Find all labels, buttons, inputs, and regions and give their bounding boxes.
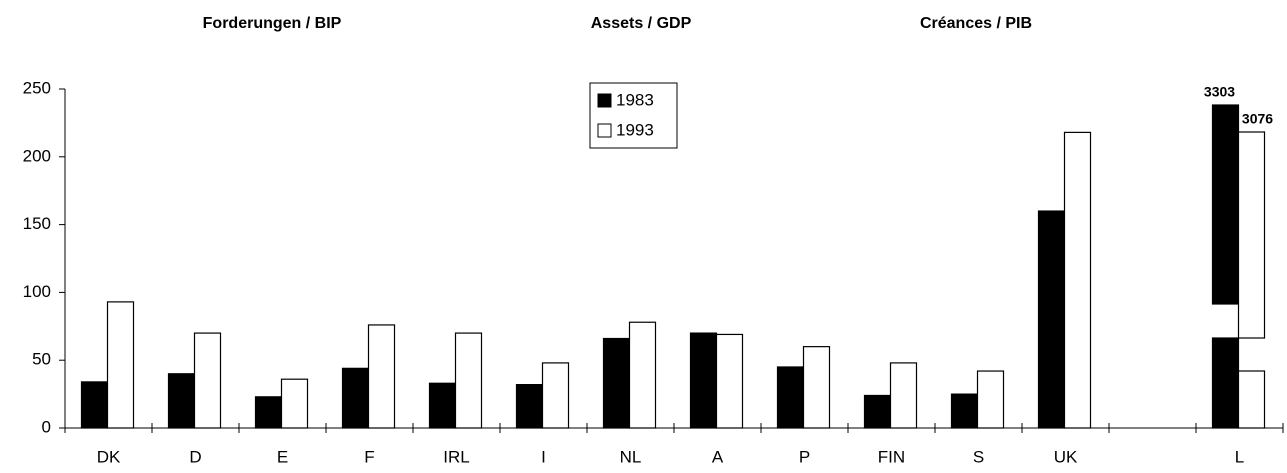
bar — [515, 384, 544, 429]
chart-title: Créances / PIB — [920, 15, 1032, 32]
y-tick-label: 0 — [42, 417, 51, 436]
bar — [1237, 370, 1266, 429]
legend-label: 1983 — [616, 90, 654, 109]
y-tick-label: 150 — [23, 214, 51, 233]
bar — [254, 396, 283, 429]
y-tick-label: 50 — [32, 350, 51, 369]
x-tick-label: DK — [97, 447, 121, 466]
bar — [454, 332, 483, 429]
bar — [889, 362, 918, 429]
chart-title: Forderungen / BIP — [203, 15, 342, 32]
chart-title: Assets / GDP — [591, 15, 692, 32]
x-tick-label: IRL — [443, 447, 469, 466]
x-tick-label: L — [1235, 447, 1244, 466]
bar — [106, 301, 135, 429]
bar — [1037, 210, 1066, 429]
bar — [689, 332, 718, 429]
bar — [428, 382, 457, 429]
bar — [541, 362, 570, 429]
x-tick-label: I — [541, 447, 546, 466]
value-label: 3076 — [1242, 111, 1273, 127]
bar — [80, 381, 109, 429]
bar — [976, 370, 1005, 429]
x-tick-label: A — [712, 447, 724, 466]
x-tick-label: S — [973, 447, 984, 466]
y-tick-label: 200 — [23, 146, 51, 165]
bar — [167, 373, 196, 429]
bar — [628, 321, 657, 429]
bar — [802, 346, 831, 429]
bar — [776, 366, 805, 429]
bar — [1063, 131, 1092, 429]
bar — [602, 337, 631, 429]
x-tick-label: E — [277, 447, 288, 466]
bar — [193, 332, 222, 429]
bar — [367, 324, 396, 429]
value-label: 3303 — [1204, 84, 1235, 100]
y-tick-label: 250 — [23, 78, 51, 97]
y-tick-label: 100 — [23, 282, 51, 301]
bar — [1237, 131, 1266, 339]
bar — [1211, 337, 1240, 429]
bar — [341, 367, 370, 429]
x-tick-label: D — [189, 447, 201, 466]
x-tick-label: P — [799, 447, 810, 466]
legend-swatch — [597, 93, 612, 108]
bar — [863, 394, 892, 429]
legend-swatch — [597, 123, 612, 138]
x-tick-label: F — [364, 447, 374, 466]
bar — [280, 378, 309, 429]
bar — [1211, 104, 1240, 305]
x-tick-label: UK — [1054, 447, 1078, 466]
x-tick-label: FIN — [878, 447, 905, 466]
legend-label: 1993 — [616, 120, 654, 139]
x-tick-label: NL — [620, 447, 642, 466]
bar — [950, 393, 979, 429]
bar — [715, 333, 744, 429]
